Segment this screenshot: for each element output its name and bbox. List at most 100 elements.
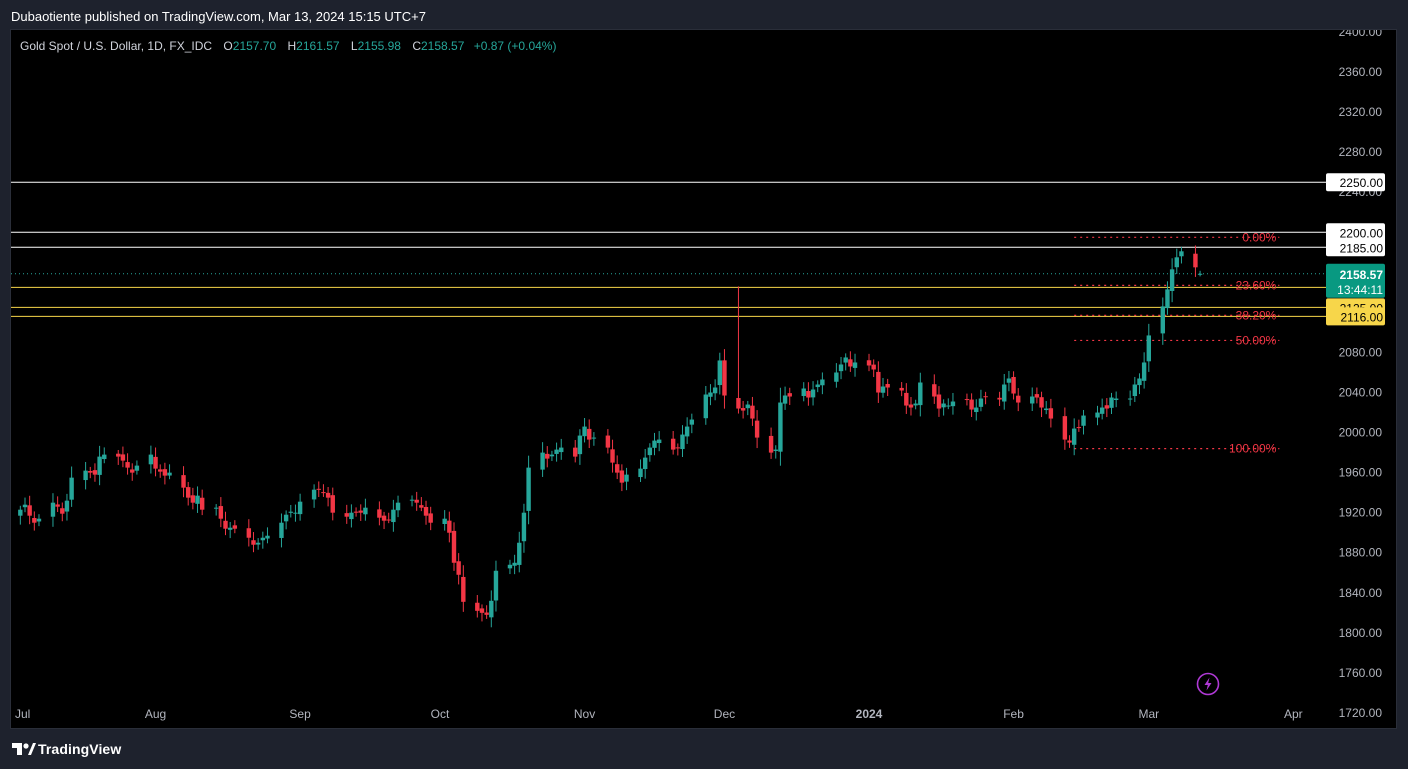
candle-body — [904, 392, 909, 406]
candle-body — [442, 518, 447, 525]
candle-body — [1109, 397, 1114, 408]
price-tick-label: 1840.00 — [1339, 586, 1383, 600]
candle-body — [97, 456, 102, 475]
candle-body — [1174, 257, 1179, 268]
candle-body — [885, 384, 890, 388]
candle-body — [344, 513, 349, 517]
candle-body — [610, 449, 615, 463]
candle-body — [69, 477, 74, 500]
candle-body — [88, 471, 93, 473]
level-tag — [1326, 173, 1385, 192]
candle-body — [484, 612, 489, 615]
candle-body — [652, 440, 657, 448]
time-tick-label: Oct — [431, 707, 450, 721]
chart-pane[interactable]: 0.00% 23.60% 38.20% 50.00% 100.00% 2400.00 236… — [10, 29, 1397, 729]
tradingview-logo-icon[interactable] — [12, 741, 36, 757]
candle-body — [736, 398, 741, 409]
candle-body — [517, 542, 522, 565]
candle-body — [507, 564, 513, 569]
candle-body — [848, 359, 853, 367]
countdown-label: 13:44:11 — [1337, 283, 1383, 297]
candle-body — [349, 512, 354, 520]
candle-body — [1044, 408, 1049, 411]
top-bar: Dubaotiente published on TradingView.com… — [0, 0, 1408, 30]
candle-body — [50, 502, 56, 517]
candle-body — [549, 454, 555, 457]
time-tick-label: Nov — [574, 707, 595, 721]
candle-body — [838, 364, 844, 372]
candle-body — [223, 520, 228, 529]
candle-body — [321, 492, 326, 494]
price-tick-label: 2400.00 — [1339, 30, 1383, 39]
candle-body — [913, 403, 918, 406]
candle-body — [768, 435, 774, 453]
candle-body — [1179, 251, 1184, 257]
candle-body — [619, 470, 625, 483]
candle-body — [120, 454, 126, 461]
candle-body — [587, 428, 592, 440]
candle-body — [852, 362, 858, 368]
candle-body — [456, 561, 461, 575]
candle-body — [475, 602, 480, 611]
candle-body — [158, 469, 163, 472]
candle-body — [395, 502, 401, 511]
candle-body — [386, 519, 391, 521]
candle-body — [932, 384, 937, 397]
legend-change: +0.87 (+0.04%) — [473, 39, 557, 53]
candle-body — [689, 419, 695, 425]
candle-body — [703, 394, 709, 419]
candle-body — [521, 512, 527, 542]
candle-body — [843, 357, 848, 363]
candle-body — [116, 453, 121, 457]
footer-bar — [0, 730, 1408, 769]
fib-label-1: 23.60% — [1236, 278, 1277, 292]
candle-body — [950, 401, 956, 407]
candle-body — [102, 454, 107, 460]
chart-canvas[interactable]: 0.00% 23.60% 38.20% 50.00% 100.00% 2400.00 236… — [11, 30, 1396, 728]
candle-body — [1095, 412, 1100, 418]
candle-body — [451, 530, 457, 563]
candle-body — [670, 438, 676, 450]
candle-body — [316, 488, 321, 490]
candle-body — [255, 542, 261, 545]
candle-body — [1071, 428, 1077, 445]
candle-body — [778, 402, 783, 452]
candle-body — [64, 500, 70, 512]
candle-body — [246, 528, 252, 538]
footer-brand: TradingView — [38, 741, 122, 757]
candle-body — [18, 509, 23, 516]
candle-body — [232, 525, 238, 529]
candle-body — [409, 499, 415, 501]
candle-body — [297, 501, 303, 515]
legend-open-label: O — [223, 39, 233, 53]
candle-body — [381, 515, 387, 521]
time-tick-label: Dec — [714, 707, 735, 721]
candle-body — [745, 404, 750, 409]
time-tick-label: Feb — [1003, 707, 1024, 721]
candle-body — [871, 364, 876, 370]
price-tick-label: 1760.00 — [1339, 666, 1383, 680]
candle-body — [876, 371, 881, 393]
candle-body — [969, 399, 974, 410]
price-tick-label: 2280.00 — [1339, 145, 1383, 159]
candle-body — [866, 360, 872, 366]
lightning-bolt-icon[interactable] — [1196, 672, 1220, 696]
level-tag — [1326, 238, 1385, 257]
candle-body — [740, 408, 746, 411]
candle-body — [1160, 306, 1165, 334]
candle-body — [1062, 416, 1068, 440]
candle-body — [997, 397, 1002, 400]
candle-body — [195, 495, 200, 504]
candle-body — [1127, 398, 1133, 400]
candle-body — [591, 437, 597, 439]
price-tick-label: 2360.00 — [1339, 65, 1383, 79]
time-tick-label: Sep — [289, 707, 311, 721]
candle-body — [615, 464, 620, 473]
candle-body — [181, 475, 186, 488]
candle-body — [1011, 376, 1016, 394]
candle-body — [512, 562, 517, 566]
candle-body — [447, 520, 452, 533]
candle-body — [773, 449, 778, 451]
candle-body — [708, 392, 713, 397]
candle-body — [1016, 395, 1021, 403]
